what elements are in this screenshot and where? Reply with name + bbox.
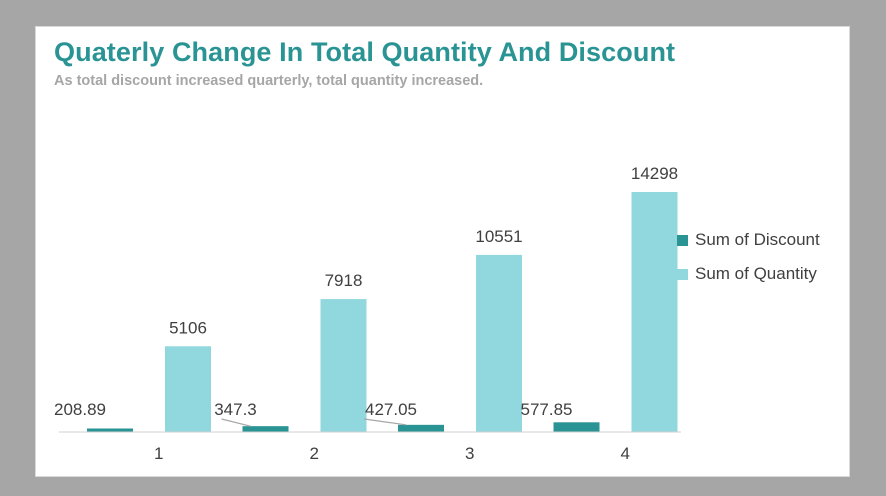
bar-discount-q4 (553, 422, 600, 432)
chart-subtitle: As total discount increased quarterly, t… (54, 73, 484, 89)
data-label-quantity-q4: 14298 (631, 164, 678, 183)
leader-line-q3 (363, 418, 407, 426)
data-label-quantity-q1: 5106 (169, 318, 207, 337)
bar-discount-q2 (242, 426, 289, 432)
bar-quantity-q3 (476, 254, 522, 432)
bars-layer (87, 192, 678, 432)
data-label-discount-q4: 577.85 (521, 400, 573, 419)
bar-quantity-q4 (631, 192, 678, 432)
legend-swatch-discount (677, 234, 688, 246)
bar-chart: 208.89 5106 1 347.3 7918 2 427.05 10551 3 577.85 1… (54, 164, 681, 463)
bar-quantity-q2 (320, 299, 367, 432)
legend: Sum of Discount Sum of Quantity (677, 223, 820, 291)
legend-item-quantity: Sum of Quantity (677, 257, 820, 291)
labels-layer: 208.89 5106 1 347.3 7918 2 427.05 10551 3 577.85 1… (54, 164, 678, 463)
data-label-quantity-q3: 10551 (475, 227, 522, 246)
x-tick-label-2: 2 (310, 444, 319, 463)
leader-line-q2 (221, 418, 251, 427)
x-tick-label-4: 4 (621, 444, 630, 463)
data-label-discount-q1: 208.89 (54, 400, 106, 419)
data-label-discount-q3: 427.05 (365, 400, 417, 419)
bar-discount-q1 (87, 428, 133, 432)
bar-discount-q3 (398, 424, 444, 432)
legend-swatch-quantity (677, 268, 688, 280)
legend-item-discount: Sum of Discount (677, 223, 820, 257)
data-label-discount-q2: 347.3 (214, 400, 257, 419)
chart-title: Quaterly Change In Total Quantity And Di… (54, 37, 676, 67)
x-tick-label-1: 1 (154, 444, 163, 463)
legend-label-discount: Sum of Discount (695, 230, 820, 249)
data-label-quantity-q2: 7918 (325, 271, 363, 290)
chart-card: Quaterly Change In Total Quantity And Di… (35, 26, 850, 477)
legend-label-quantity: Sum of Quantity (695, 264, 817, 283)
x-tick-label-3: 3 (465, 444, 474, 463)
leader-lines (221, 418, 407, 427)
bar-quantity-q1 (165, 346, 211, 432)
